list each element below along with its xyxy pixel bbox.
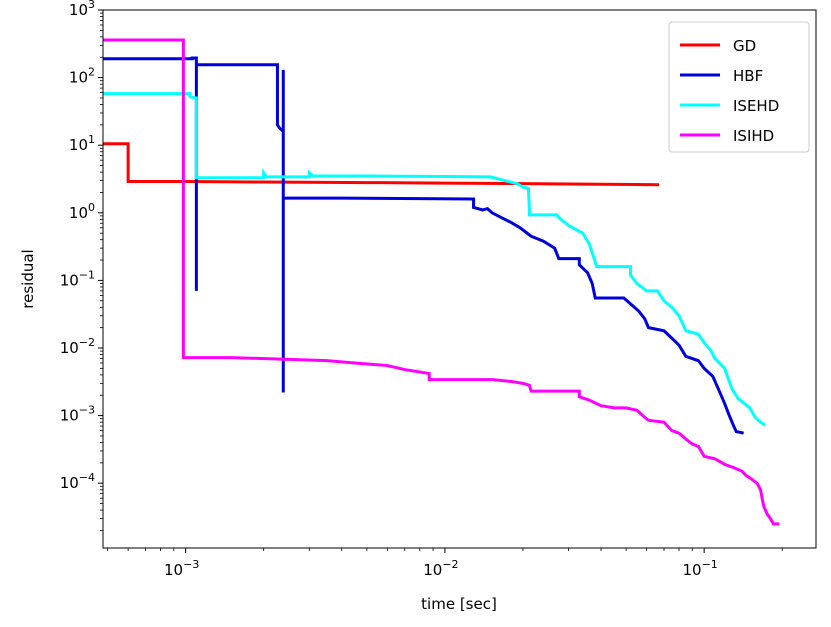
legend-label-isihd: ISIHD bbox=[733, 127, 774, 145]
y-tick-exponent: −2 bbox=[79, 336, 95, 349]
y-tick-exponent: 1 bbox=[88, 133, 95, 146]
series-line-isehd bbox=[103, 92, 767, 427]
y-tick-exponent: −1 bbox=[79, 268, 95, 281]
legend-entries: GD HBF ISEHD ISIHD bbox=[680, 37, 779, 145]
y-tick-exponent: −4 bbox=[79, 471, 95, 484]
legend-label-gd: GD bbox=[733, 37, 756, 55]
y-tick-exponent: 3 bbox=[88, 0, 95, 11]
legend-label-hbf: HBF bbox=[733, 67, 763, 85]
x-tick-exponent: −1 bbox=[702, 558, 718, 571]
series-line-gd bbox=[103, 142, 660, 187]
series-line-hbf bbox=[103, 56, 744, 435]
y-tick-exponent: 0 bbox=[88, 201, 95, 214]
legend-label-isehd: ISEHD bbox=[733, 97, 779, 115]
legend-box bbox=[668, 21, 810, 153]
legend: GD HBF ISEHD ISIHD bbox=[668, 21, 810, 153]
y-axis-label: residual bbox=[19, 249, 37, 308]
series-line-isihd bbox=[103, 38, 780, 526]
series-layer bbox=[103, 38, 780, 526]
y-tick-exponent: 2 bbox=[88, 66, 95, 79]
x-axis-label: time [sec] bbox=[421, 595, 497, 613]
x-tick-exponent: −3 bbox=[183, 558, 199, 571]
y-tick-exponent: −3 bbox=[79, 404, 95, 417]
plot-frame bbox=[102, 9, 817, 549]
x-tick-exponent: −2 bbox=[442, 558, 458, 571]
